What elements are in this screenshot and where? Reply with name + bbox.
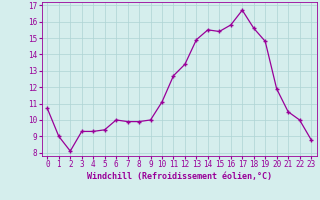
X-axis label: Windchill (Refroidissement éolien,°C): Windchill (Refroidissement éolien,°C) <box>87 172 272 181</box>
